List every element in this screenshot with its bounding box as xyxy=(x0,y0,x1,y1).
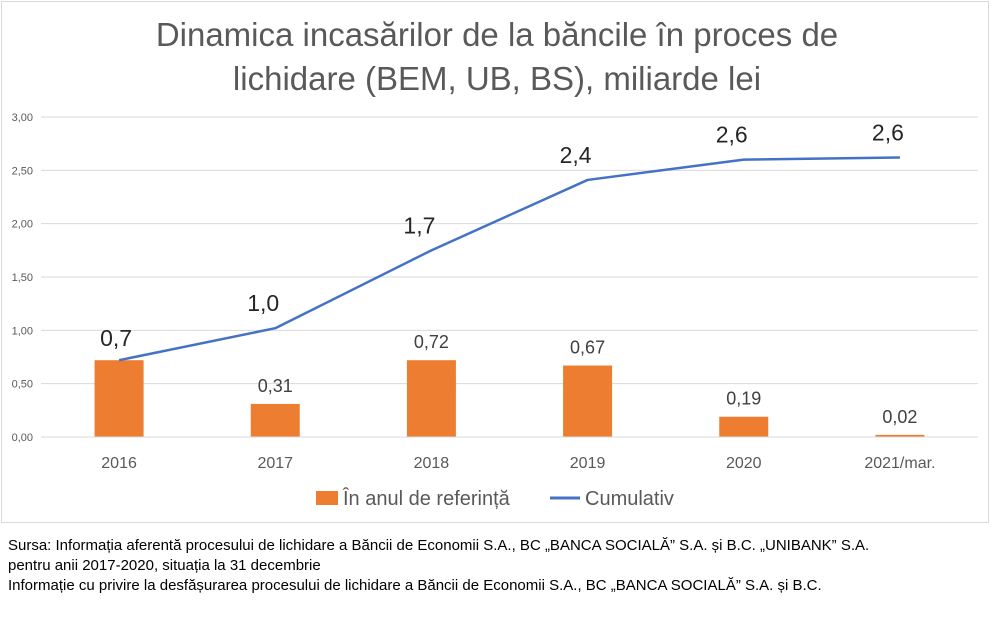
y-tick-label: 2,00 xyxy=(12,219,33,231)
bar-data-label: 0,72 xyxy=(414,332,449,352)
bar-data-label: 0,31 xyxy=(258,376,293,396)
x-tick-label: 2021/mar. xyxy=(864,455,935,472)
line-data-label: 2,4 xyxy=(560,142,592,168)
chart-title-line-2: lichidare (BEM, UB, BS), miliarde lei xyxy=(233,60,761,97)
line-data-label: 2,6 xyxy=(872,120,904,146)
chart-frame xyxy=(1,1,989,523)
x-tick-label: 2017 xyxy=(257,455,293,472)
bar xyxy=(406,360,456,437)
bar xyxy=(250,403,300,437)
source-line-1: Sursa: Informația aferentă procesului de… xyxy=(8,537,870,554)
y-tick-label: 0,50 xyxy=(12,379,33,391)
bar xyxy=(94,360,144,437)
source-line-2: pentru anii 2017-2020, situația la 31 de… xyxy=(8,557,321,574)
bar xyxy=(563,365,613,437)
y-tick-label: 3,00 xyxy=(12,112,33,124)
x-tick-label: 2018 xyxy=(414,455,450,472)
bar xyxy=(719,416,769,437)
x-tick-label: 2020 xyxy=(726,455,762,472)
line-series xyxy=(118,156,901,362)
bar-data-label: 0,67 xyxy=(570,338,605,358)
x-tick-label: 2016 xyxy=(101,455,137,472)
line-data-label: 1,0 xyxy=(247,290,279,316)
source-line-3: Informație cu privire la desfășurarea pr… xyxy=(8,577,822,594)
gridlines xyxy=(41,116,978,385)
data-labels: 0,31 0,72 0,67 0,19 0,02 0,7 1,0 1,7 2,4 2,6 2,6 xyxy=(100,120,917,427)
legend-label-line: Cumulativ xyxy=(585,488,674,510)
axes: 0,00 0,50 1,00 1,50 2,00 2,50 3,00 2016 2017 2018… xyxy=(12,112,978,472)
y-tick-label: 2,50 xyxy=(12,165,33,177)
y-tick-label: 0,00 xyxy=(12,432,33,444)
y-tick-label: 1,00 xyxy=(12,325,33,337)
bar-data-label: 0,02 xyxy=(882,407,917,427)
y-tick-label: 1,50 xyxy=(12,272,33,284)
chart: Dinamica incasărilor de la băncile în pr… xyxy=(12,16,978,510)
cumulative-line xyxy=(118,156,900,362)
bar-data-label: 0,19 xyxy=(726,389,761,409)
legend-swatch-bar xyxy=(316,491,338,505)
bar xyxy=(875,434,925,437)
legend-label-bar: În anul de referință xyxy=(342,487,511,510)
line-data-label: 2,6 xyxy=(716,122,748,148)
source-note: Sursa: Informația aferentă procesului de… xyxy=(8,536,984,596)
chart-title-line-1: Dinamica incasărilor de la băncile în pr… xyxy=(156,16,838,53)
legend: În anul de referință Cumulativ xyxy=(316,487,674,510)
x-tick-label: 2019 xyxy=(570,455,606,472)
line-data-label: 1,7 xyxy=(403,212,435,238)
bars xyxy=(94,360,925,437)
bar-data-label: 0,7 xyxy=(100,325,132,351)
